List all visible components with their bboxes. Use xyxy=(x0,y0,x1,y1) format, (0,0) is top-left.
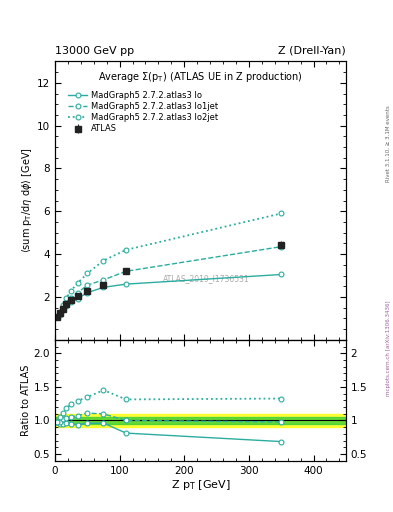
MadGraph5 2.7.2.atlas3 lo2jet xyxy=(124,247,129,253)
Text: Average $\Sigma$(p$_{\mathsf{T}}$) (ATLAS UE in Z production): Average $\Sigma$(p$_{\mathsf{T}}$) (ATLA… xyxy=(98,70,303,84)
MadGraph5 2.7.2.atlas3 lo1jet xyxy=(61,305,66,311)
Y-axis label: Ratio to ATLAS: Ratio to ATLAS xyxy=(21,365,31,436)
Legend: MadGraph5 2.7.2.atlas3 lo, MadGraph5 2.7.2.atlas3 lo1jet, MadGraph5 2.7.2.atlas3: MadGraph5 2.7.2.atlas3 lo, MadGraph5 2.7… xyxy=(65,88,221,137)
MadGraph5 2.7.2.atlas3 lo xyxy=(64,303,69,309)
MadGraph5 2.7.2.atlas3 lo1jet xyxy=(85,282,90,288)
MadGraph5 2.7.2.atlas3 lo xyxy=(54,314,59,321)
MadGraph5 2.7.2.atlas3 lo xyxy=(57,311,62,317)
MadGraph5 2.7.2.atlas3 lo1jet xyxy=(54,314,59,321)
MadGraph5 2.7.2.atlas3 lo2jet xyxy=(57,308,62,314)
MadGraph5 2.7.2.atlas3 lo2jet xyxy=(279,210,284,217)
MadGraph5 2.7.2.atlas3 lo2jet xyxy=(61,302,66,308)
MadGraph5 2.7.2.atlas3 lo xyxy=(61,307,66,313)
Text: Rivet 3.1.10, ≥ 3.1M events: Rivet 3.1.10, ≥ 3.1M events xyxy=(386,105,391,182)
MadGraph5 2.7.2.atlas3 lo2jet xyxy=(64,295,69,301)
MadGraph5 2.7.2.atlas3 lo xyxy=(85,290,90,296)
MadGraph5 2.7.2.atlas3 lo1jet xyxy=(124,268,129,274)
Text: Z (Drell-Yan): Z (Drell-Yan) xyxy=(278,46,346,56)
Line: MadGraph5 2.7.2.atlas3 lo2jet: MadGraph5 2.7.2.atlas3 lo2jet xyxy=(54,211,284,319)
Text: mcplots.cern.ch [arXiv:1306.3436]: mcplots.cern.ch [arXiv:1306.3436] xyxy=(386,301,391,396)
X-axis label: Z p$_{\mathsf{T}}$ [GeV]: Z p$_{\mathsf{T}}$ [GeV] xyxy=(171,478,230,493)
MadGraph5 2.7.2.atlas3 lo xyxy=(101,284,106,290)
MadGraph5 2.7.2.atlas3 lo2jet xyxy=(75,280,80,286)
Bar xyxy=(55,414,346,427)
MadGraph5 2.7.2.atlas3 lo1jet xyxy=(64,300,69,306)
Line: MadGraph5 2.7.2.atlas3 lo1jet: MadGraph5 2.7.2.atlas3 lo1jet xyxy=(54,244,284,319)
MadGraph5 2.7.2.atlas3 lo xyxy=(124,281,129,287)
MadGraph5 2.7.2.atlas3 lo2jet xyxy=(69,287,73,293)
Bar xyxy=(55,417,346,424)
Text: ATLAS_2019_I1736531: ATLAS_2019_I1736531 xyxy=(163,274,250,283)
MadGraph5 2.7.2.atlas3 lo1jet xyxy=(69,295,73,301)
Text: 13000 GeV pp: 13000 GeV pp xyxy=(55,46,134,56)
MadGraph5 2.7.2.atlas3 lo2jet xyxy=(85,270,90,276)
MadGraph5 2.7.2.atlas3 lo1jet xyxy=(101,277,106,283)
MadGraph5 2.7.2.atlas3 lo1jet xyxy=(75,290,80,296)
MadGraph5 2.7.2.atlas3 lo2jet xyxy=(54,314,59,321)
MadGraph5 2.7.2.atlas3 lo1jet xyxy=(57,311,62,317)
MadGraph5 2.7.2.atlas3 lo xyxy=(279,271,284,278)
MadGraph5 2.7.2.atlas3 lo xyxy=(69,299,73,305)
Y-axis label: $\langle$sum p$_{\mathsf{T}}$/d$\eta$ d$\phi\rangle$ [GeV]: $\langle$sum p$_{\mathsf{T}}$/d$\eta$ d$… xyxy=(20,148,34,253)
MadGraph5 2.7.2.atlas3 lo xyxy=(75,295,80,302)
MadGraph5 2.7.2.atlas3 lo1jet xyxy=(279,244,284,250)
MadGraph5 2.7.2.atlas3 lo2jet xyxy=(101,258,106,264)
Line: MadGraph5 2.7.2.atlas3 lo: MadGraph5 2.7.2.atlas3 lo xyxy=(54,272,284,319)
